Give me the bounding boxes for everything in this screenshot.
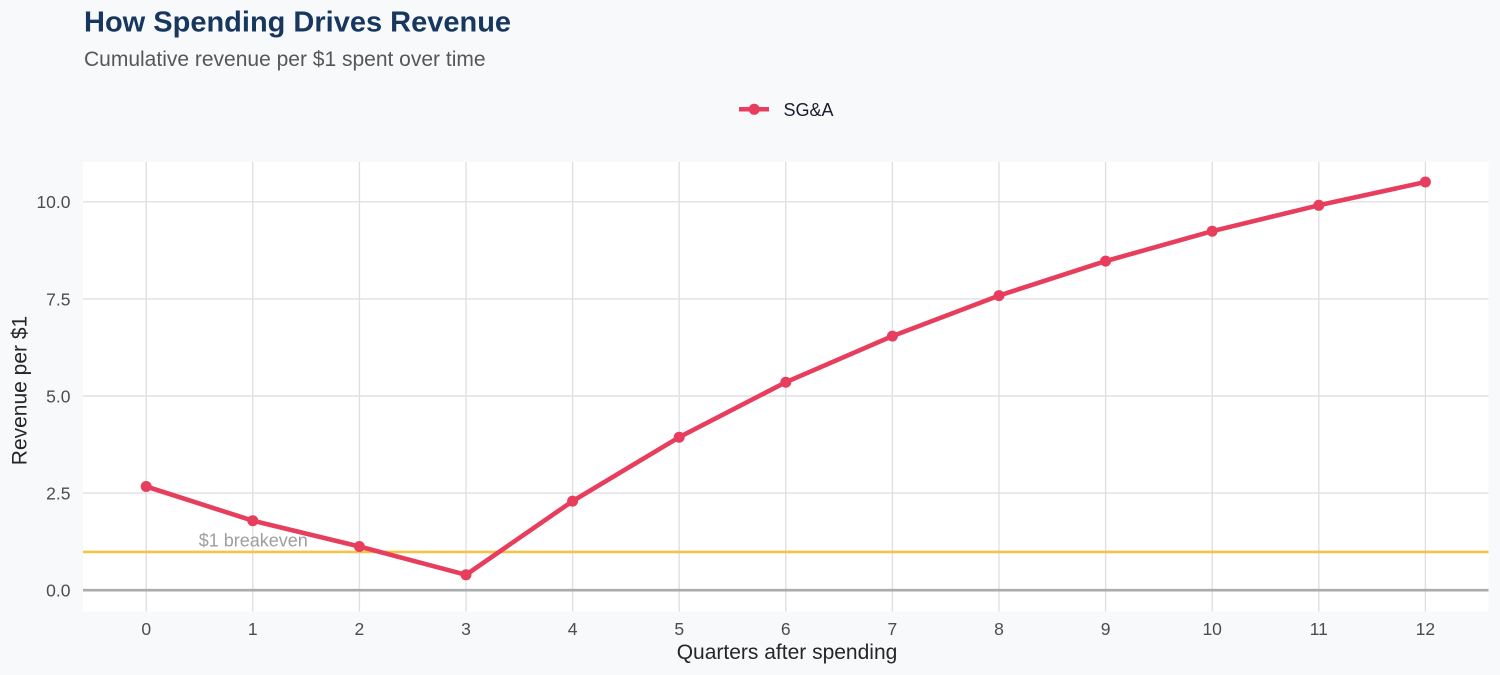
svg-text:1: 1 (248, 619, 258, 639)
svg-text:11: 11 (1310, 619, 1328, 639)
svg-text:4: 4 (568, 619, 578, 639)
svg-text:7.5: 7.5 (46, 289, 70, 309)
svg-text:Revenue per $1: Revenue per $1 (8, 316, 31, 465)
svg-text:Cumulative revenue per $1 spen: Cumulative revenue per $1 spent over tim… (84, 48, 486, 71)
svg-text:How Spending Drives Revenue: How Spending Drives Revenue (84, 6, 511, 38)
svg-text:7: 7 (888, 619, 898, 639)
svg-text:0.0: 0.0 (46, 581, 71, 601)
svg-text:2.5: 2.5 (46, 484, 70, 504)
svg-text:10.0: 10.0 (36, 192, 70, 212)
svg-text:5.0: 5.0 (46, 386, 71, 406)
svg-text:2: 2 (355, 619, 365, 639)
svg-text:$1 breakeven: $1 breakeven (199, 530, 308, 550)
svg-text:0: 0 (141, 619, 151, 639)
svg-text:6: 6 (781, 619, 791, 639)
svg-text:Quarters after spending: Quarters after spending (677, 641, 898, 664)
svg-text:9: 9 (1101, 619, 1111, 639)
svg-text:SG&A: SG&A (784, 100, 834, 120)
svg-text:12: 12 (1416, 619, 1435, 639)
svg-text:3: 3 (461, 619, 471, 639)
svg-text:8: 8 (994, 619, 1004, 639)
svg-text:10: 10 (1202, 619, 1222, 639)
svg-text:5: 5 (674, 619, 684, 639)
